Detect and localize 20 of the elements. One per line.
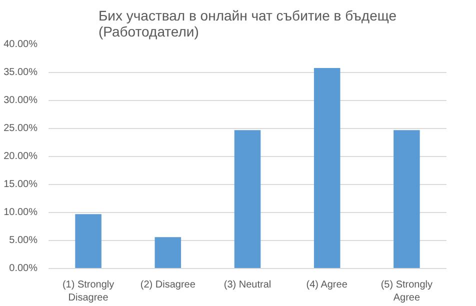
y-tick-label: 15.00% <box>4 179 38 190</box>
x-tick-label: (4) Agree <box>306 280 348 290</box>
y-tick-label: 10.00% <box>4 207 38 218</box>
x-tick-label: (1) Strongly Disagree <box>62 280 114 304</box>
y-tick-label: 25.00% <box>4 123 38 134</box>
chart-title: Бих участвал в онлайн чат събитие в бъдеще (Работодатели) <box>98 8 397 40</box>
bar <box>154 237 182 268</box>
y-tick-label: 35.00% <box>4 67 38 78</box>
y-tick-label: 5.00% <box>9 235 38 246</box>
y-tick-label: 40.00% <box>4 39 38 50</box>
y-tick-label: 30.00% <box>4 95 38 106</box>
bar <box>234 130 261 268</box>
x-tick-label: (3) Neutral <box>224 280 272 290</box>
y-tick-label: 0.00% <box>9 263 38 274</box>
y-tick-label: 20.00% <box>4 151 38 162</box>
bar <box>394 130 420 268</box>
bar <box>314 68 340 268</box>
bar <box>75 214 102 268</box>
x-tick-label: (5) Strongly Agree <box>380 280 433 304</box>
x-tick-label: (2) Disagree <box>140 280 196 290</box>
